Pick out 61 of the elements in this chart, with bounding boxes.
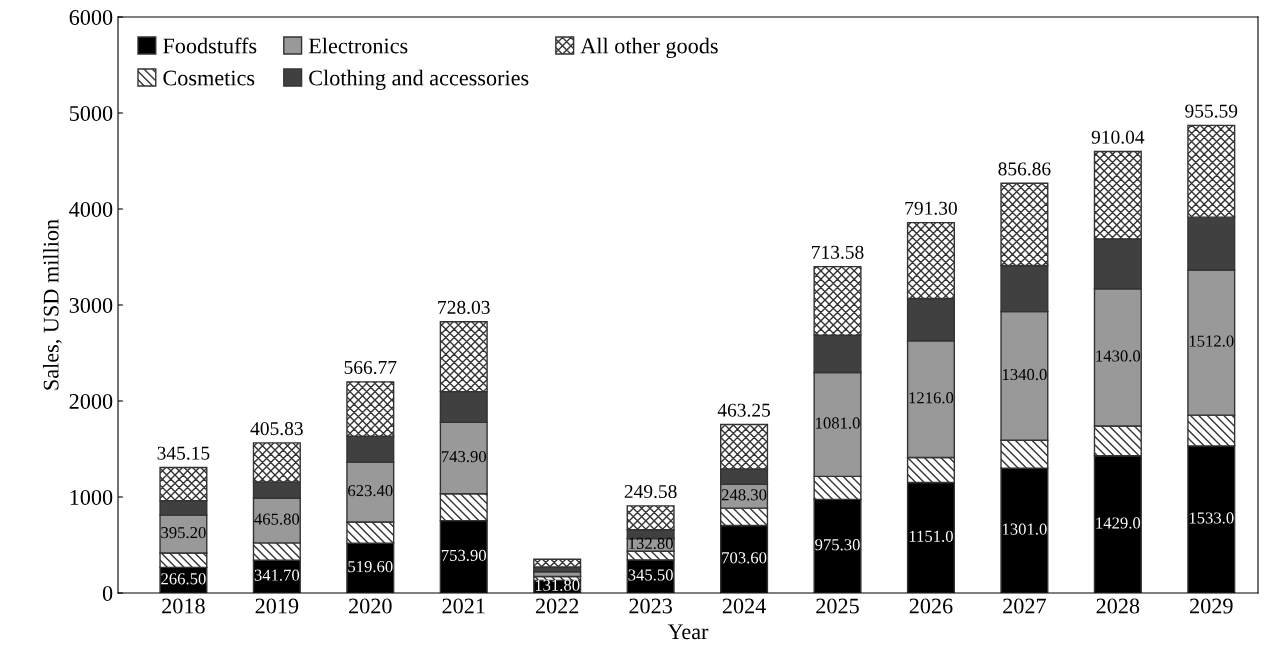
x-tick-label: 2025	[816, 598, 859, 614]
x-tick-label: 2021	[442, 598, 485, 614]
data-label: 131.80	[535, 579, 580, 591]
data-label: 1429.0	[1096, 517, 1141, 529]
y-tick-label: 1000	[70, 489, 113, 505]
data-label: 856.86	[998, 162, 1051, 176]
data-label: 463.25	[717, 403, 771, 417]
x-tick-label: 2022	[535, 598, 579, 614]
data-label: 465.80	[254, 513, 300, 525]
y-tick-label: 4000	[69, 201, 113, 217]
x-tick-label: 2028	[1096, 598, 1140, 614]
data-label: 743.90	[441, 450, 487, 463]
bar	[533, 558, 582, 568]
y-tick-label: 3000	[69, 297, 113, 313]
legend-label: Electronics	[308, 37, 408, 54]
y-tick-label: 0	[102, 585, 113, 601]
y-tick-label: 2000	[69, 393, 113, 409]
data-label: 791.30	[905, 201, 957, 215]
x-tick-label: 2020	[349, 598, 392, 614]
data-label: 1340.0	[1002, 368, 1047, 381]
data-label: 266.50	[161, 573, 206, 585]
x-tick-label: 2018	[162, 598, 205, 614]
y-tick-label: 5000	[69, 105, 113, 121]
data-label: 345.50	[628, 569, 673, 581]
x-tick-label: 2024	[722, 598, 766, 614]
data-label: 405.83	[250, 422, 303, 436]
data-label: 623.40	[348, 485, 393, 497]
legend-label: Cosmetics	[163, 70, 255, 86]
y-axis-title: Sales, USD million	[42, 219, 62, 390]
legend-label: Clothing and accessories	[309, 69, 529, 91]
y-tick-label: 6000	[69, 9, 113, 25]
data-label: 910.04	[1091, 130, 1145, 144]
data-label: 1301.0	[1002, 523, 1047, 535]
data-label: 132.80	[629, 537, 673, 550]
data-label: 248.30	[721, 489, 767, 501]
data-label: 249.58	[624, 484, 677, 499]
x-tick-label: 2019	[255, 598, 299, 614]
data-label: 519.60	[348, 560, 393, 573]
data-label: 1533.0	[1189, 512, 1234, 524]
data-label: 753.90	[441, 549, 487, 562]
data-label: 1081.0	[816, 417, 860, 429]
data-label: 1151.0	[909, 530, 953, 542]
x-axis-title: Year	[667, 624, 709, 640]
x-tick-label: 2023	[629, 598, 672, 614]
data-label: 341.70	[254, 569, 300, 581]
data-label: 955.59	[1185, 104, 1238, 118]
x-tick-label: 2026	[909, 598, 953, 614]
data-label: 975.30	[815, 539, 860, 551]
data-label: 345.15	[157, 446, 210, 460]
data-label: 1216.0	[909, 392, 954, 404]
x-tick-label: 2027	[1003, 598, 1046, 614]
data-label: 1430.0	[1096, 350, 1141, 362]
data-label: 728.03	[438, 300, 490, 315]
x-tick-label: 2029	[1190, 598, 1233, 614]
legend-label: Foodstuffs	[163, 37, 257, 54]
data-label: 566.77	[344, 360, 397, 375]
data-label: 1512.0	[1189, 335, 1234, 347]
data-label: 713.58	[812, 245, 864, 259]
data-label: 703.60	[722, 552, 767, 564]
data-label: 395.20	[161, 526, 206, 539]
legend-label: All other goods	[580, 37, 718, 59]
